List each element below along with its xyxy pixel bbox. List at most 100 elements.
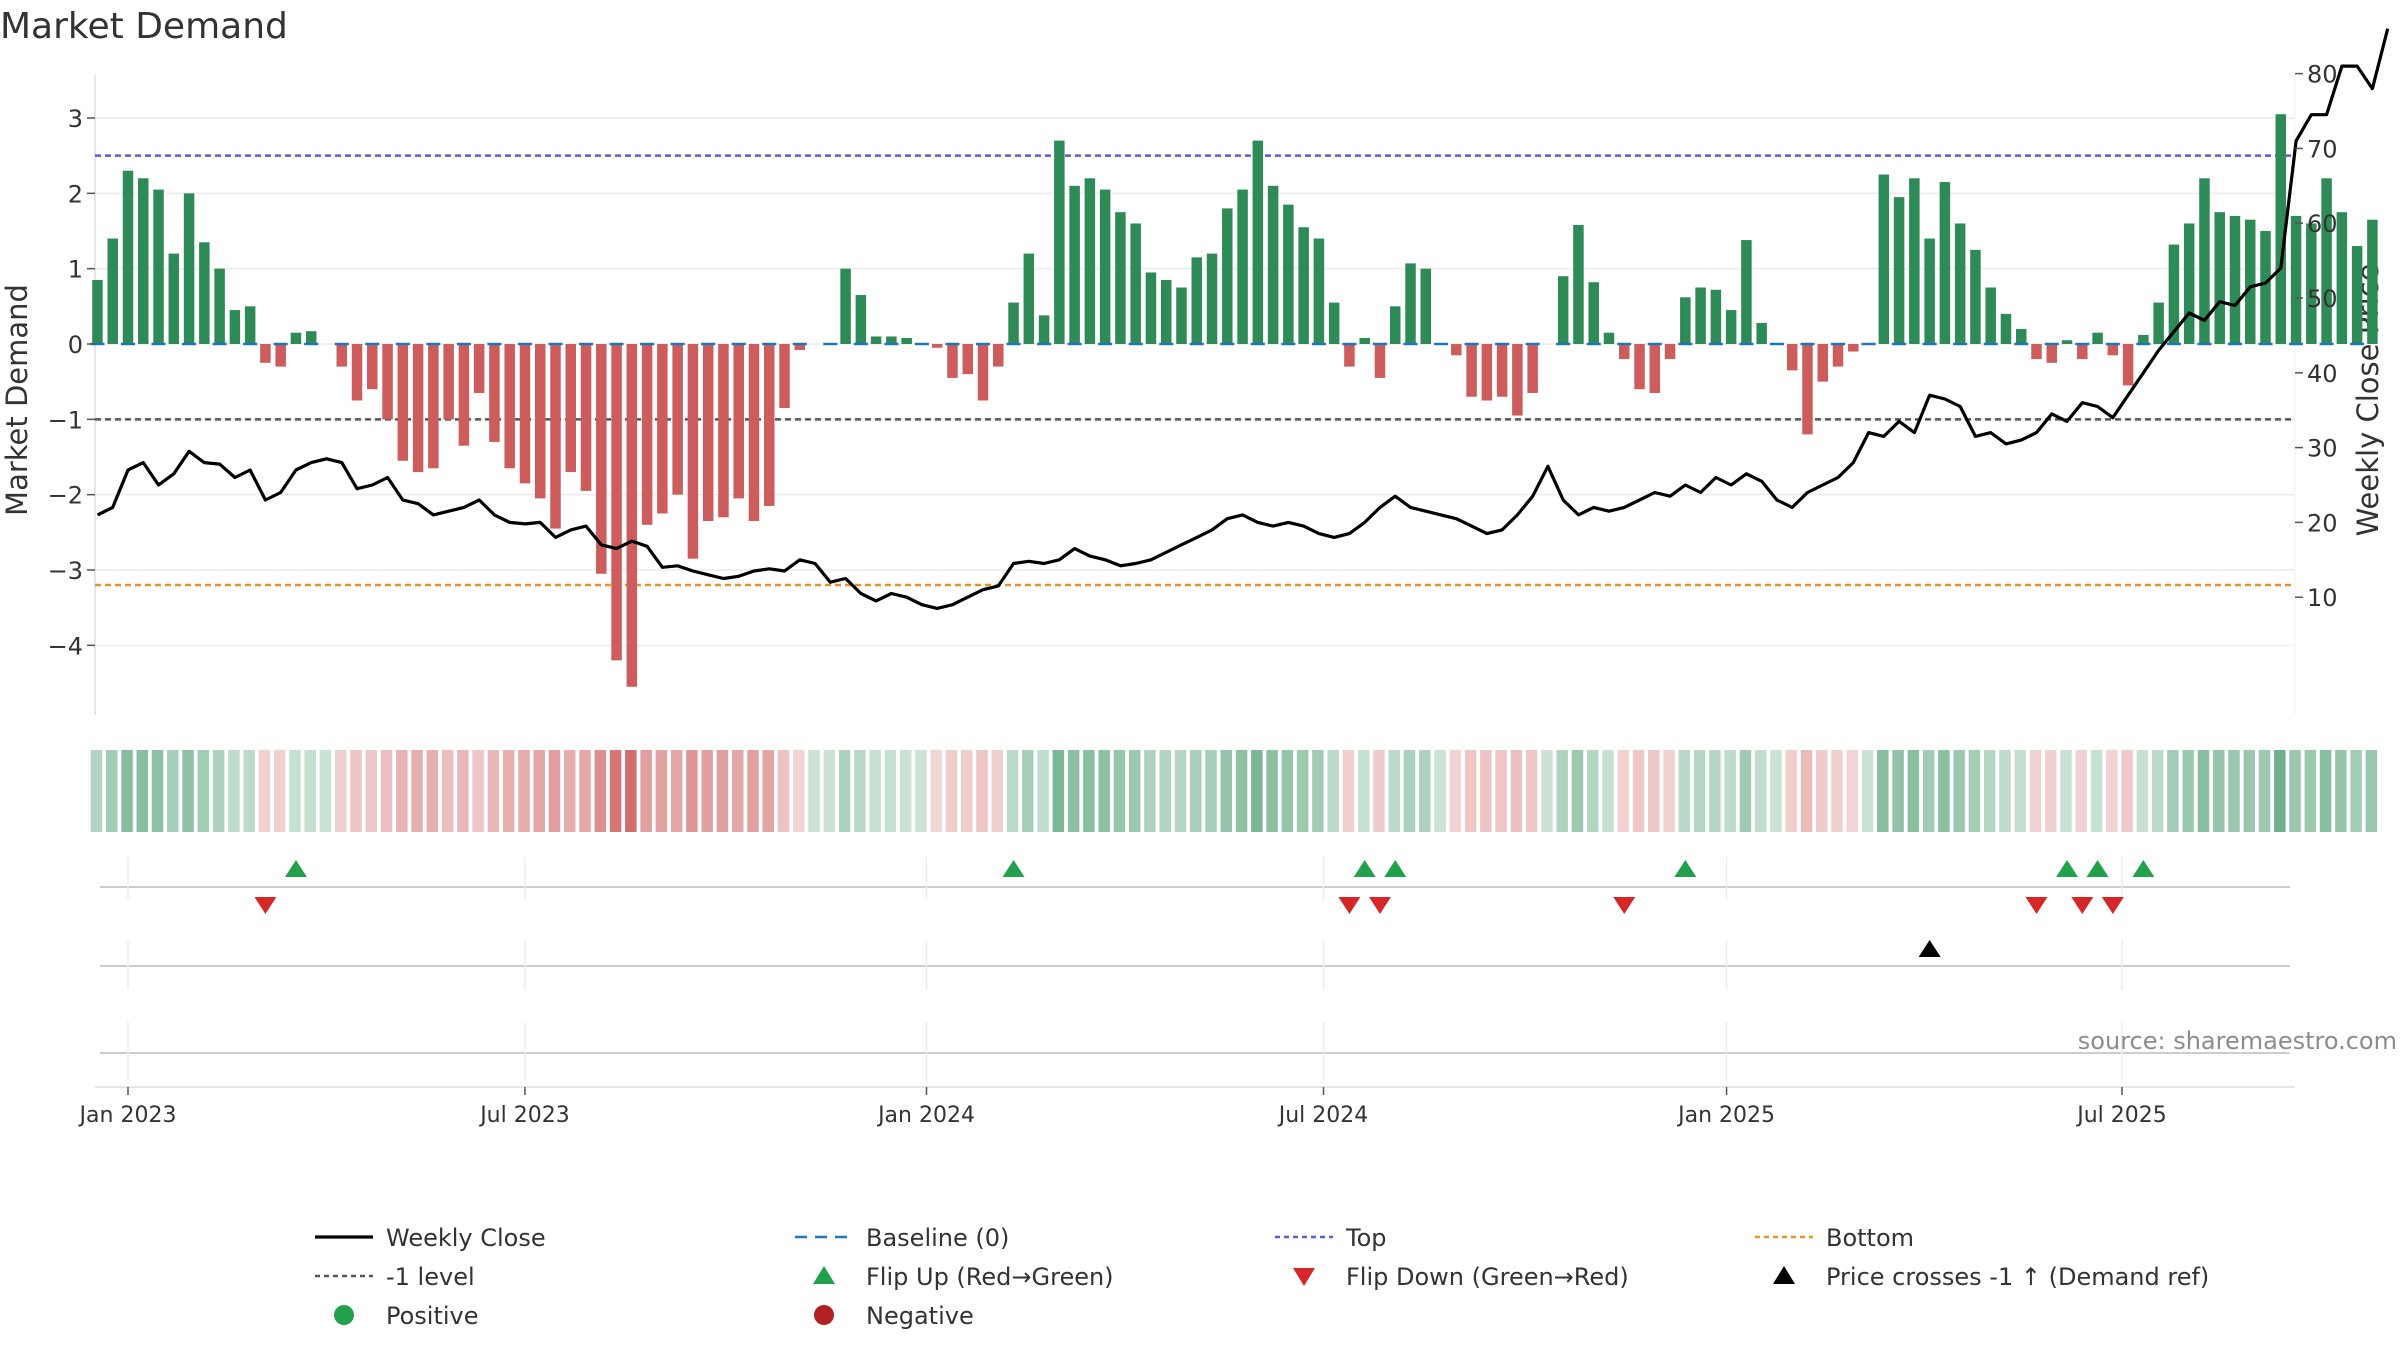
demand-bar: [596, 344, 607, 574]
right-tick-label: 80: [2307, 61, 2338, 89]
heat-cell: [548, 750, 561, 832]
demand-bar: [199, 242, 210, 344]
heat-cell: [2060, 750, 2072, 832]
demand-bar: [687, 344, 699, 559]
heat-cell: [701, 750, 713, 832]
heat-cell: [2243, 750, 2256, 832]
demand-bar: [1206, 253, 1218, 344]
demand-bar: [2092, 332, 2103, 344]
demand-bar: [1832, 344, 1844, 367]
heat-cell: [2212, 750, 2225, 832]
heat-cell: [899, 750, 912, 832]
heat-cell: [1953, 750, 1965, 832]
demand-bar: [351, 344, 363, 401]
demand-bar: [2306, 223, 2317, 344]
demand-bar: [1298, 227, 1309, 344]
demand-bar: [962, 344, 973, 375]
heat-cell: [1251, 750, 1263, 832]
demand-bar: [229, 310, 241, 344]
demand-bar: [1909, 178, 1920, 344]
heat-cell: [1052, 750, 1065, 832]
heat-cell: [1373, 750, 1385, 832]
heat-cell: [1235, 750, 1248, 832]
demand-bar: [2336, 212, 2348, 344]
heat-cell: [2335, 750, 2347, 832]
demand-bar: [702, 344, 714, 522]
heat-cell: [1678, 750, 1691, 832]
demand-bar: [2168, 244, 2180, 344]
close-path: [96, 28, 2390, 610]
legend-item: Top: [1275, 1224, 1387, 1252]
heat-cell: [2350, 750, 2362, 832]
right-tick-label: 50: [2307, 285, 2338, 313]
demand-bar: [1099, 189, 1111, 344]
demand-bar: [2275, 114, 2287, 344]
legend-item: Baseline (0): [795, 1224, 1009, 1252]
legend-swatch: [813, 1266, 835, 1284]
heat-cell: [1128, 750, 1141, 832]
demand-bar: [2229, 215, 2241, 344]
demand-bar: [977, 344, 989, 401]
demand-bar: [107, 238, 118, 344]
heat-cell: [2304, 750, 2317, 832]
flip-up-marker: [284, 860, 307, 877]
heat-cell: [1586, 750, 1599, 832]
flip-down-marker: [2025, 897, 2048, 914]
heat-cell: [1495, 750, 1507, 832]
demand-bar: [1359, 337, 1370, 344]
demand-bar: [1405, 263, 1416, 344]
demand-bar: [1741, 240, 1752, 344]
heat-cell: [716, 750, 729, 832]
demand-bar: [1191, 257, 1203, 344]
flip-down-marker: [2071, 897, 2094, 914]
demand-bar: [2122, 344, 2134, 386]
heat-cell: [915, 750, 927, 832]
heat-cell: [1480, 750, 1492, 832]
heat-cell: [1022, 750, 1034, 832]
date-tick-label: Jul 2025: [2075, 1103, 2167, 1128]
demand-bar: [1451, 344, 1462, 356]
demand-bar: [183, 193, 195, 344]
heat-cell: [2106, 750, 2118, 832]
heat-cell: [1648, 750, 1660, 832]
demand-bar: [1588, 282, 1599, 344]
demand-bar: [1649, 344, 1661, 393]
date-tick-label: Jan 2025: [1676, 1103, 1775, 1128]
demand-bar: [275, 344, 286, 367]
demand-bar: [2199, 178, 2210, 344]
heat-cell: [304, 750, 316, 832]
flip-up-marker: [1384, 860, 1407, 877]
demand-bar: [611, 344, 622, 661]
heat-cell: [258, 750, 271, 832]
heat-cell: [1754, 750, 1767, 832]
demand-bar: [1924, 238, 1935, 344]
left-tick-label: −4: [48, 632, 83, 660]
demand-bar: [2000, 313, 2012, 344]
demand-bar: [1786, 344, 1798, 371]
heat-cell: [1190, 750, 1202, 832]
demand-bar: [580, 344, 592, 491]
heat-cell: [594, 750, 607, 832]
demand-bar: [550, 344, 561, 529]
heat-cell: [1357, 750, 1370, 832]
event-rows: [95, 857, 2295, 1088]
demand-bar: [2245, 219, 2256, 344]
heat-cell: [1602, 750, 1614, 832]
legend-label: Flip Up (Red→Green): [866, 1263, 1114, 1291]
heat-cell: [1831, 750, 1843, 832]
heat-cell: [731, 750, 744, 832]
heat-cell: [441, 750, 454, 832]
heat-cell: [335, 750, 347, 832]
heat-cell: [121, 750, 133, 832]
heat-cell: [2167, 750, 2179, 832]
heat-cell: [655, 750, 668, 832]
demand-bar: [336, 344, 348, 367]
demand-bar: [794, 344, 806, 351]
heat-cell: [1892, 750, 1904, 832]
demand-bar: [626, 344, 638, 687]
demand-bar: [1389, 306, 1401, 344]
main-panel-frame: [94, 75, 2296, 715]
demand-bar: [1084, 178, 1096, 344]
legend-item: Flip Down (Green→Red): [1293, 1263, 1629, 1291]
heat-cell: [991, 750, 1004, 832]
